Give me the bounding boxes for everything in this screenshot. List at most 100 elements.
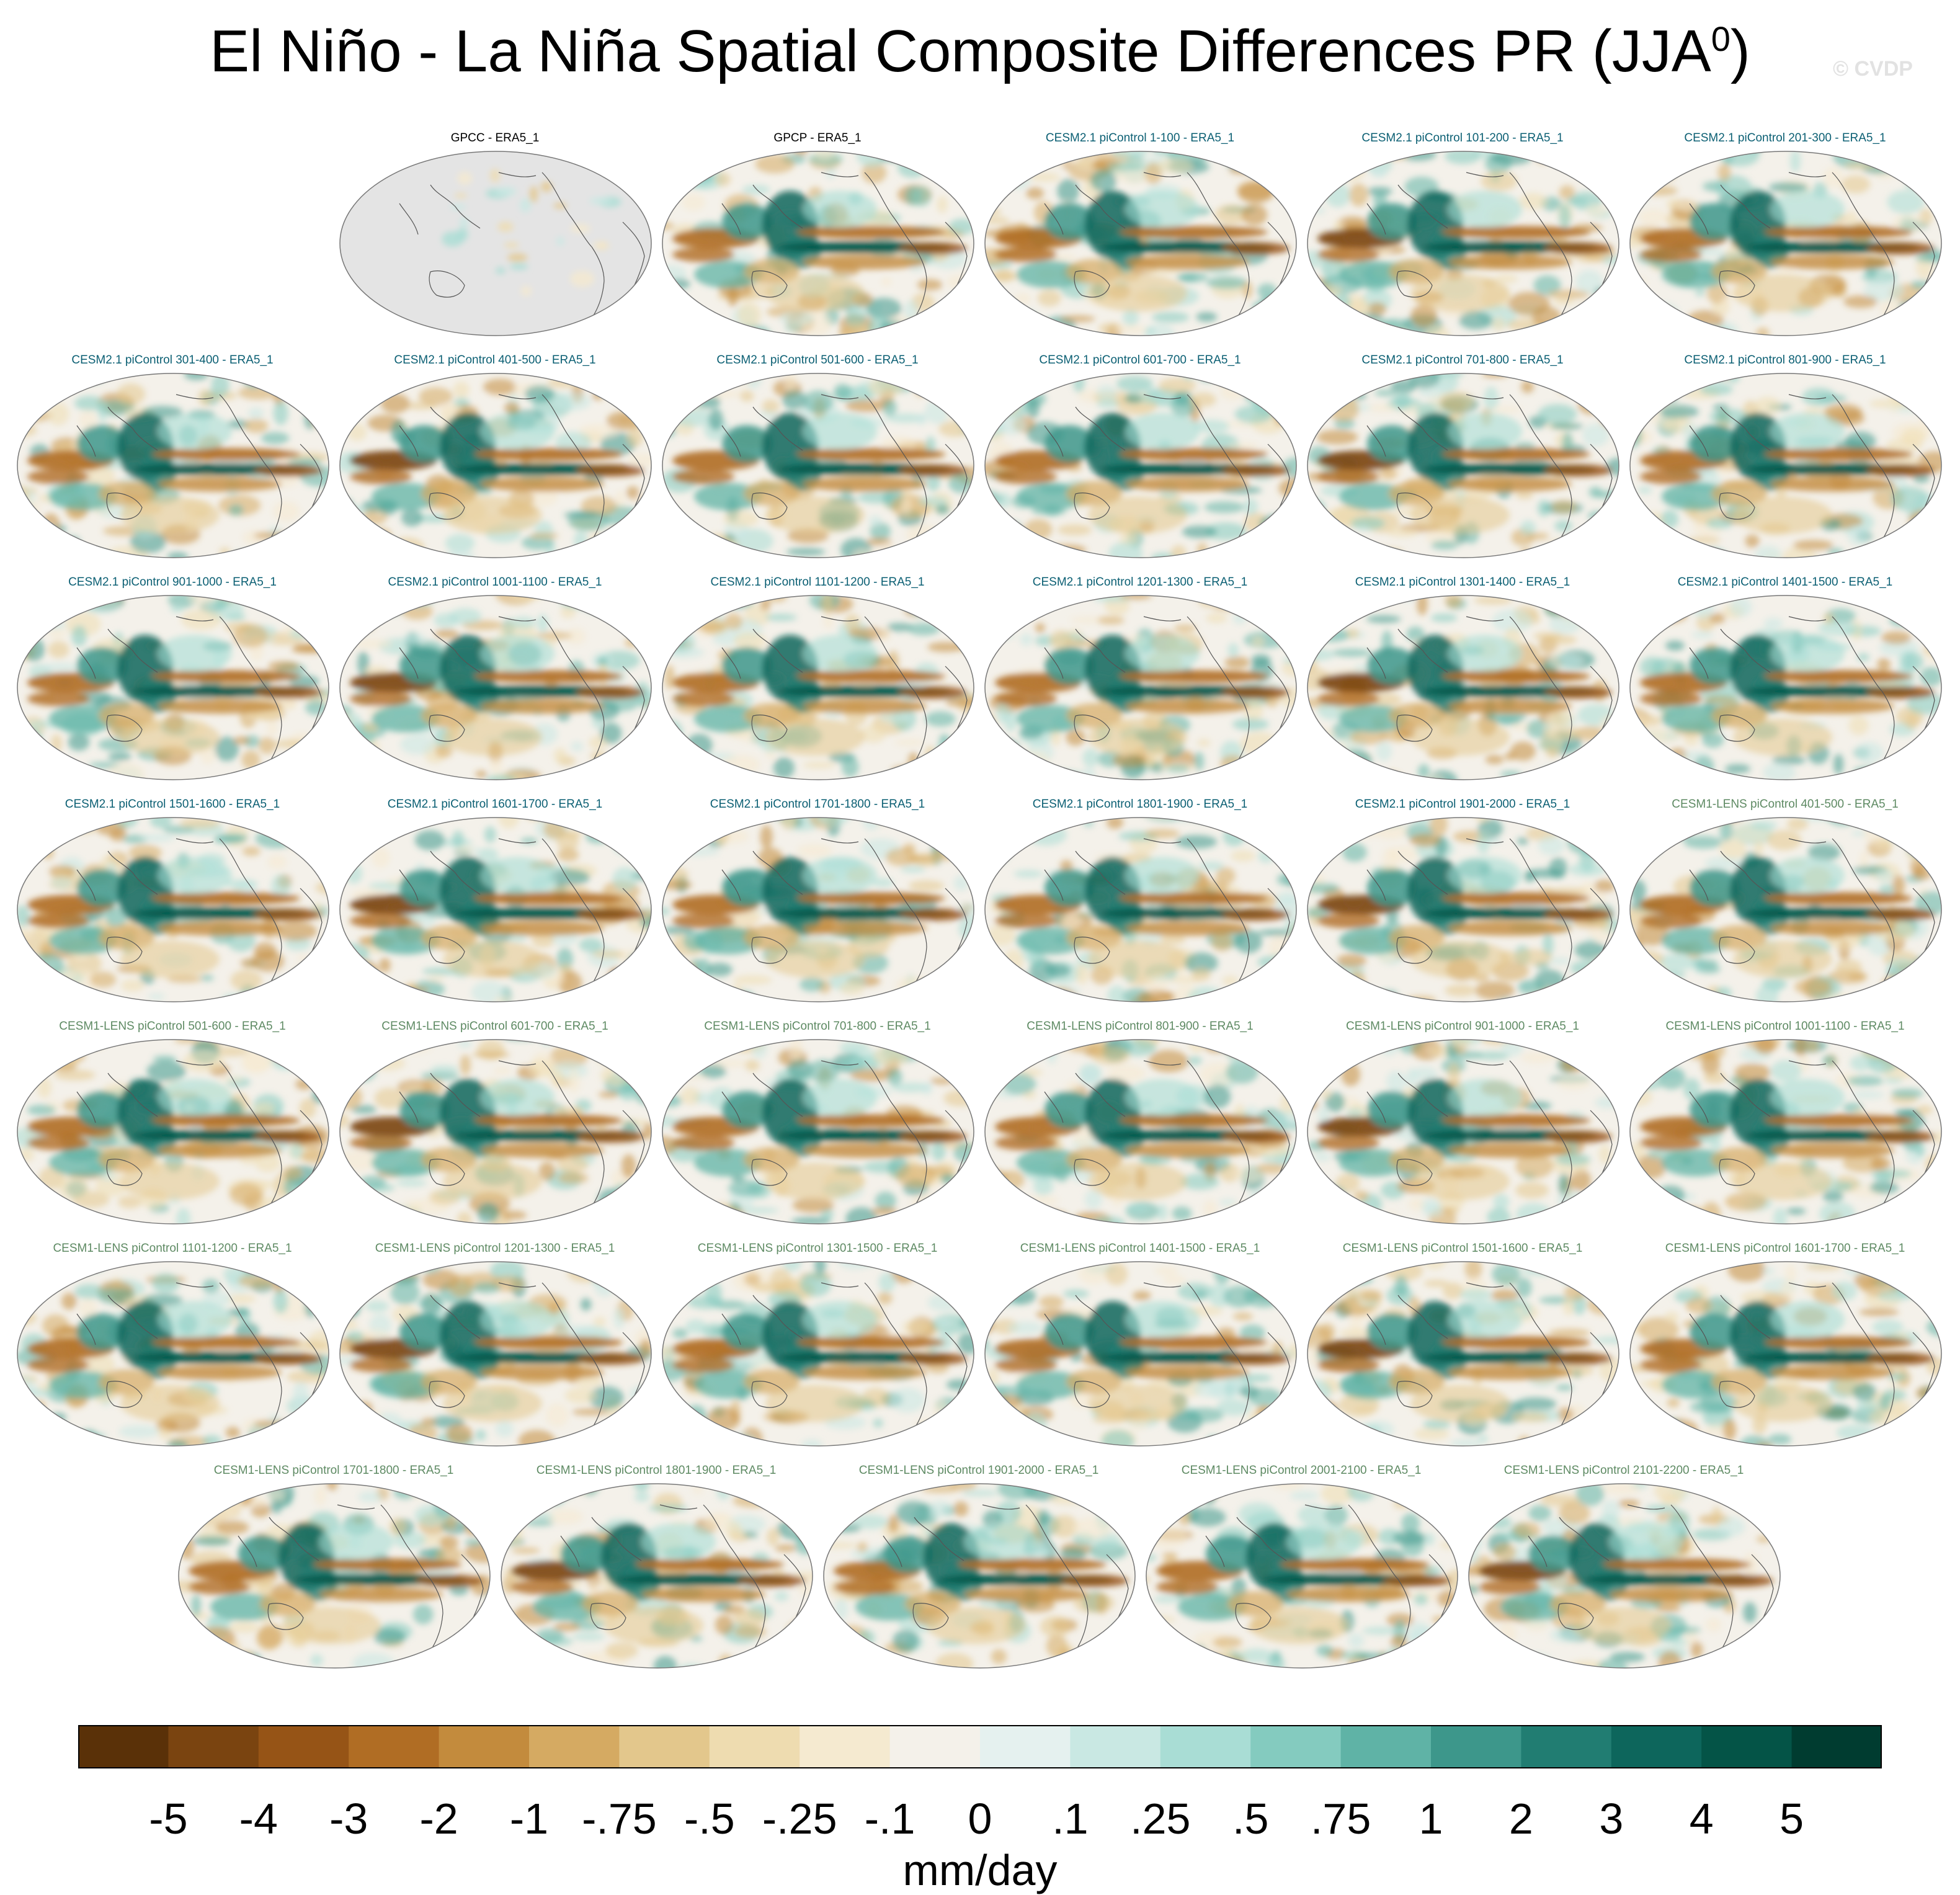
precipitation-map — [1305, 1036, 1621, 1225]
map-panel-title: GPCC - ERA5_1 — [327, 132, 662, 145]
precipitation-map — [1628, 148, 1944, 337]
colorbar-tick-label: .25 — [1130, 1794, 1190, 1844]
colorbar-bin — [1070, 1725, 1160, 1768]
map-panel-title: CESM1-LENS piControl 1201-1300 - ERA5_1 — [327, 1242, 662, 1255]
map-panel-title: CESM1-LENS piControl 501-600 - ERA5_1 — [5, 1020, 340, 1033]
map-panel: CESM1-LENS piControl 1701-1800 - ERA5_1 — [172, 1464, 495, 1731]
precipitation-map — [499, 1480, 815, 1669]
precipitation-map — [1628, 1258, 1944, 1447]
colorbar-bin — [168, 1725, 259, 1768]
map-panel: CESM1-LENS piControl 2001-2100 - ERA5_1 — [1140, 1464, 1463, 1731]
precipitation-map — [337, 814, 654, 1003]
map-panel-title: CESM2.1 piControl 501-600 - ERA5_1 — [650, 354, 985, 367]
precipitation-map — [660, 1036, 976, 1225]
map-panel-title: CESM2.1 piControl 301-400 - ERA5_1 — [5, 354, 340, 367]
map-panel-title: CESM2.1 piControl 201-300 - ERA5_1 — [1618, 132, 1953, 145]
map-panel-title: CESM2.1 piControl 1501-1600 - ERA5_1 — [5, 798, 340, 811]
precipitation-map — [1305, 148, 1621, 337]
precipitation-map — [15, 1258, 331, 1447]
colorbar-bin — [78, 1725, 169, 1768]
precipitation-map — [15, 1036, 331, 1225]
precipitation-map — [1628, 814, 1944, 1003]
map-panel-title: CESM2.1 piControl 1101-1200 - ERA5_1 — [650, 576, 985, 589]
map-panel-title: CESM1-LENS piControl 801-900 - ERA5_1 — [973, 1020, 1307, 1033]
colorbar-bin — [1160, 1725, 1251, 1768]
colorbar-tick-label: -.25 — [762, 1794, 837, 1844]
colorbar-tick-label: 2 — [1509, 1794, 1533, 1844]
map-panel-title: CESM1-LENS piControl 401-500 - ERA5_1 — [1618, 798, 1953, 811]
colorbar-units: mm/day — [0, 1845, 1960, 1895]
precipitation-map — [337, 1258, 654, 1447]
precipitation-map — [1305, 370, 1621, 559]
colorbar-tick-label: -.5 — [684, 1794, 735, 1844]
map-panel-title: CESM2.1 piControl 401-500 - ERA5_1 — [327, 354, 662, 367]
map-panel-title: CESM1-LENS piControl 1801-1900 - ERA5_1 — [489, 1464, 824, 1478]
map-panel-title: CESM1-LENS piControl 901-1000 - ERA5_1 — [1295, 1020, 1630, 1033]
map-panel-title: CESM2.1 piControl 601-700 - ERA5_1 — [973, 354, 1307, 367]
colorbar-tick-label: -.75 — [582, 1794, 657, 1844]
map-panel-title: CESM1-LENS piControl 1701-1800 - ERA5_1 — [166, 1464, 501, 1478]
precipitation-map — [1305, 592, 1621, 781]
precipitation-map — [660, 148, 976, 337]
colorbar-tick-label: 3 — [1599, 1794, 1623, 1844]
precipitation-map — [1628, 370, 1944, 559]
map-panel-title: CESM2.1 piControl 1201-1300 - ERA5_1 — [973, 576, 1307, 589]
colorbar-tick-label: -2 — [419, 1794, 458, 1844]
precipitation-map — [176, 1480, 492, 1669]
map-panel-title: CESM1-LENS piControl 1401-1500 - ERA5_1 — [973, 1242, 1307, 1255]
precipitation-map — [982, 814, 1299, 1003]
precipitation-map — [660, 592, 976, 781]
colorbar-bin — [1250, 1725, 1341, 1768]
colorbar-bin — [529, 1725, 620, 1768]
title-main: El Niño - La Niña Spatial Composite Diff… — [210, 18, 1711, 84]
map-panel-title: CESM2.1 piControl 1701-1800 - ERA5_1 — [650, 798, 985, 811]
precipitation-map — [337, 592, 654, 781]
colorbar-tick-label: 1 — [1419, 1794, 1443, 1844]
map-panel: CESM1-LENS piControl 1801-1900 - ERA5_1 — [495, 1464, 817, 1731]
precipitation-map — [982, 370, 1299, 559]
map-panel-title: CESM1-LENS piControl 1301-1500 - ERA5_1 — [650, 1242, 985, 1255]
colorbar-tick-label: .75 — [1311, 1794, 1371, 1844]
colorbar-bin — [890, 1725, 981, 1768]
colorbar-bin — [349, 1725, 439, 1768]
precipitation-map — [1144, 1480, 1460, 1669]
colorbar-bin — [1341, 1725, 1432, 1768]
colorbar-tick-label: -1 — [510, 1794, 548, 1844]
map-panel-title: CESM2.1 piControl 1-100 - ERA5_1 — [973, 132, 1307, 145]
colorbar-tick-label: -3 — [329, 1794, 368, 1844]
map-panel-title: CESM2.1 piControl 1401-1500 - ERA5_1 — [1618, 576, 1953, 589]
map-panel-title: CESM1-LENS piControl 701-800 - ERA5_1 — [650, 1020, 985, 1033]
map-panel-title: CESM2.1 piControl 1601-1700 - ERA5_1 — [327, 798, 662, 811]
precipitation-map — [337, 148, 654, 337]
colorbar-bin — [439, 1725, 530, 1768]
map-panel-title: CESM1-LENS piControl 1501-1600 - ERA5_1 — [1295, 1242, 1630, 1255]
title-close: ) — [1731, 18, 1750, 84]
map-panel-title: CESM1-LENS piControl 1001-1100 - ERA5_1 — [1618, 1020, 1953, 1033]
colorbar-bin — [800, 1725, 890, 1768]
colorbar-bin — [619, 1725, 710, 1768]
colorbar-bin — [1431, 1725, 1521, 1768]
precipitation-map — [982, 1258, 1299, 1447]
precipitation-map — [660, 370, 976, 559]
map-panel-title: GPCP - ERA5_1 — [650, 132, 985, 145]
map-panel-title: CESM2.1 piControl 901-1000 - ERA5_1 — [5, 576, 340, 589]
colorbar-tick-label: 5 — [1780, 1794, 1804, 1844]
map-panel-title: CESM1-LENS piControl 1901-2000 - ERA5_1 — [811, 1464, 1146, 1478]
map-panel-title: CESM2.1 piControl 1001-1100 - ERA5_1 — [327, 576, 662, 589]
precipitation-map — [15, 814, 331, 1003]
map-panel-title: CESM1-LENS piControl 2001-2100 - ERA5_1 — [1134, 1464, 1469, 1478]
precipitation-map — [1628, 1036, 1944, 1225]
colorbar — [78, 1725, 1882, 1768]
precipitation-map — [337, 370, 654, 559]
map-panel-title: CESM2.1 piControl 101-200 - ERA5_1 — [1295, 132, 1630, 145]
colorbar-bin — [1792, 1725, 1882, 1768]
precipitation-map — [982, 148, 1299, 337]
map-panel-title: CESM2.1 piControl 1901-2000 - ERA5_1 — [1295, 798, 1630, 811]
precipitation-map — [1466, 1480, 1783, 1669]
map-panel-title: CESM2.1 piControl 1301-1400 - ERA5_1 — [1295, 576, 1630, 589]
colorbar-bin — [710, 1725, 800, 1768]
watermark: © CVDP — [1833, 57, 1913, 81]
map-panel-title: CESM1-LENS piControl 1101-1200 - ERA5_1 — [5, 1242, 340, 1255]
colorbar-tick-label: .5 — [1232, 1794, 1268, 1844]
map-panel: CESM1-LENS piControl 1901-2000 - ERA5_1 — [817, 1464, 1140, 1731]
